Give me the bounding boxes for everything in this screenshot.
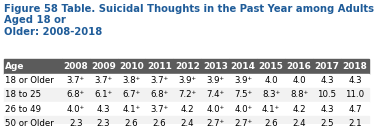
- Text: 7.2⁺: 7.2⁺: [178, 90, 196, 99]
- Bar: [62, 59, 90, 74]
- Text: 4.0⁺: 4.0⁺: [234, 105, 252, 114]
- Text: 3.9⁺: 3.9⁺: [178, 76, 196, 85]
- Text: 2009: 2009: [91, 62, 116, 71]
- Text: 2.7⁺: 2.7⁺: [206, 119, 224, 128]
- Text: 2014: 2014: [231, 62, 256, 71]
- Bar: [229, 59, 257, 74]
- Text: 4.0⁺: 4.0⁺: [206, 105, 224, 114]
- Bar: [117, 59, 145, 74]
- Text: 26 to 49: 26 to 49: [5, 105, 41, 114]
- Text: Age: Age: [5, 62, 25, 71]
- Text: 8.8⁺: 8.8⁺: [290, 90, 308, 99]
- Text: 7.5⁺: 7.5⁺: [234, 90, 252, 99]
- Text: 6.8⁺: 6.8⁺: [67, 90, 85, 99]
- Text: 6.8⁺: 6.8⁺: [150, 90, 169, 99]
- Text: 2016: 2016: [286, 62, 312, 71]
- Text: 4.1⁺: 4.1⁺: [262, 105, 280, 114]
- Text: 4.3: 4.3: [320, 105, 334, 114]
- Text: 4.2: 4.2: [181, 105, 194, 114]
- Text: 3.9⁺: 3.9⁺: [234, 76, 252, 85]
- Bar: [4, 102, 369, 116]
- Bar: [313, 59, 341, 74]
- Text: 6.7⁺: 6.7⁺: [122, 90, 141, 99]
- Text: 18 to 25: 18 to 25: [5, 90, 42, 99]
- Bar: [4, 59, 62, 74]
- Text: 3.7⁺: 3.7⁺: [95, 76, 113, 85]
- Bar: [4, 116, 369, 128]
- Bar: [257, 59, 285, 74]
- Text: 6.1⁺: 6.1⁺: [95, 90, 113, 99]
- Text: 3.7⁺: 3.7⁺: [150, 105, 169, 114]
- Text: 2.4: 2.4: [292, 119, 306, 128]
- Bar: [201, 59, 229, 74]
- Text: 4.3: 4.3: [97, 105, 110, 114]
- Text: 2.1: 2.1: [348, 119, 362, 128]
- Text: 2.3: 2.3: [69, 119, 83, 128]
- Bar: [90, 59, 117, 74]
- Text: Figure 58 Table. Suicidal Thoughts in the Past Year among Adults Aged 18 or
Olde: Figure 58 Table. Suicidal Thoughts in th…: [4, 4, 374, 37]
- Bar: [341, 59, 369, 74]
- Text: 3.7⁺: 3.7⁺: [150, 76, 169, 85]
- Text: 7.4⁺: 7.4⁺: [206, 90, 224, 99]
- Text: 2.5: 2.5: [320, 119, 334, 128]
- Text: 2010: 2010: [119, 62, 144, 71]
- Text: 2017: 2017: [315, 62, 340, 71]
- Text: 2011: 2011: [147, 62, 172, 71]
- Text: 4.1⁺: 4.1⁺: [122, 105, 141, 114]
- Bar: [4, 88, 369, 102]
- Text: 50 or Older: 50 or Older: [5, 119, 54, 128]
- Text: 2013: 2013: [203, 62, 228, 71]
- Bar: [4, 74, 369, 88]
- Text: 3.9⁺: 3.9⁺: [206, 76, 224, 85]
- Text: 2018: 2018: [343, 62, 367, 71]
- Text: 2015: 2015: [259, 62, 283, 71]
- Text: 11.0: 11.0: [345, 90, 364, 99]
- Text: 2.7⁺: 2.7⁺: [234, 119, 252, 128]
- Bar: [174, 59, 201, 74]
- Text: 2008: 2008: [63, 62, 88, 71]
- Text: 18 or Older: 18 or Older: [5, 76, 54, 85]
- Text: 10.5: 10.5: [318, 90, 337, 99]
- Text: 2.6: 2.6: [125, 119, 138, 128]
- Text: 3.7⁺: 3.7⁺: [67, 76, 85, 85]
- Text: 4.0⁺: 4.0⁺: [67, 105, 85, 114]
- Bar: [285, 59, 313, 74]
- Text: 4.3: 4.3: [320, 76, 334, 85]
- Text: 2.4: 2.4: [181, 119, 194, 128]
- Text: 2.3: 2.3: [97, 119, 110, 128]
- Text: 2.6: 2.6: [153, 119, 166, 128]
- Bar: [145, 59, 174, 74]
- Text: 2012: 2012: [175, 62, 200, 71]
- Text: 4.7: 4.7: [348, 105, 362, 114]
- Text: 4.0: 4.0: [292, 76, 306, 85]
- Text: 4.0: 4.0: [264, 76, 278, 85]
- Text: 2.6: 2.6: [264, 119, 278, 128]
- Text: 8.3⁺: 8.3⁺: [262, 90, 280, 99]
- Text: 4.3: 4.3: [348, 76, 362, 85]
- Text: 3.8⁺: 3.8⁺: [122, 76, 141, 85]
- Text: 4.2: 4.2: [292, 105, 306, 114]
